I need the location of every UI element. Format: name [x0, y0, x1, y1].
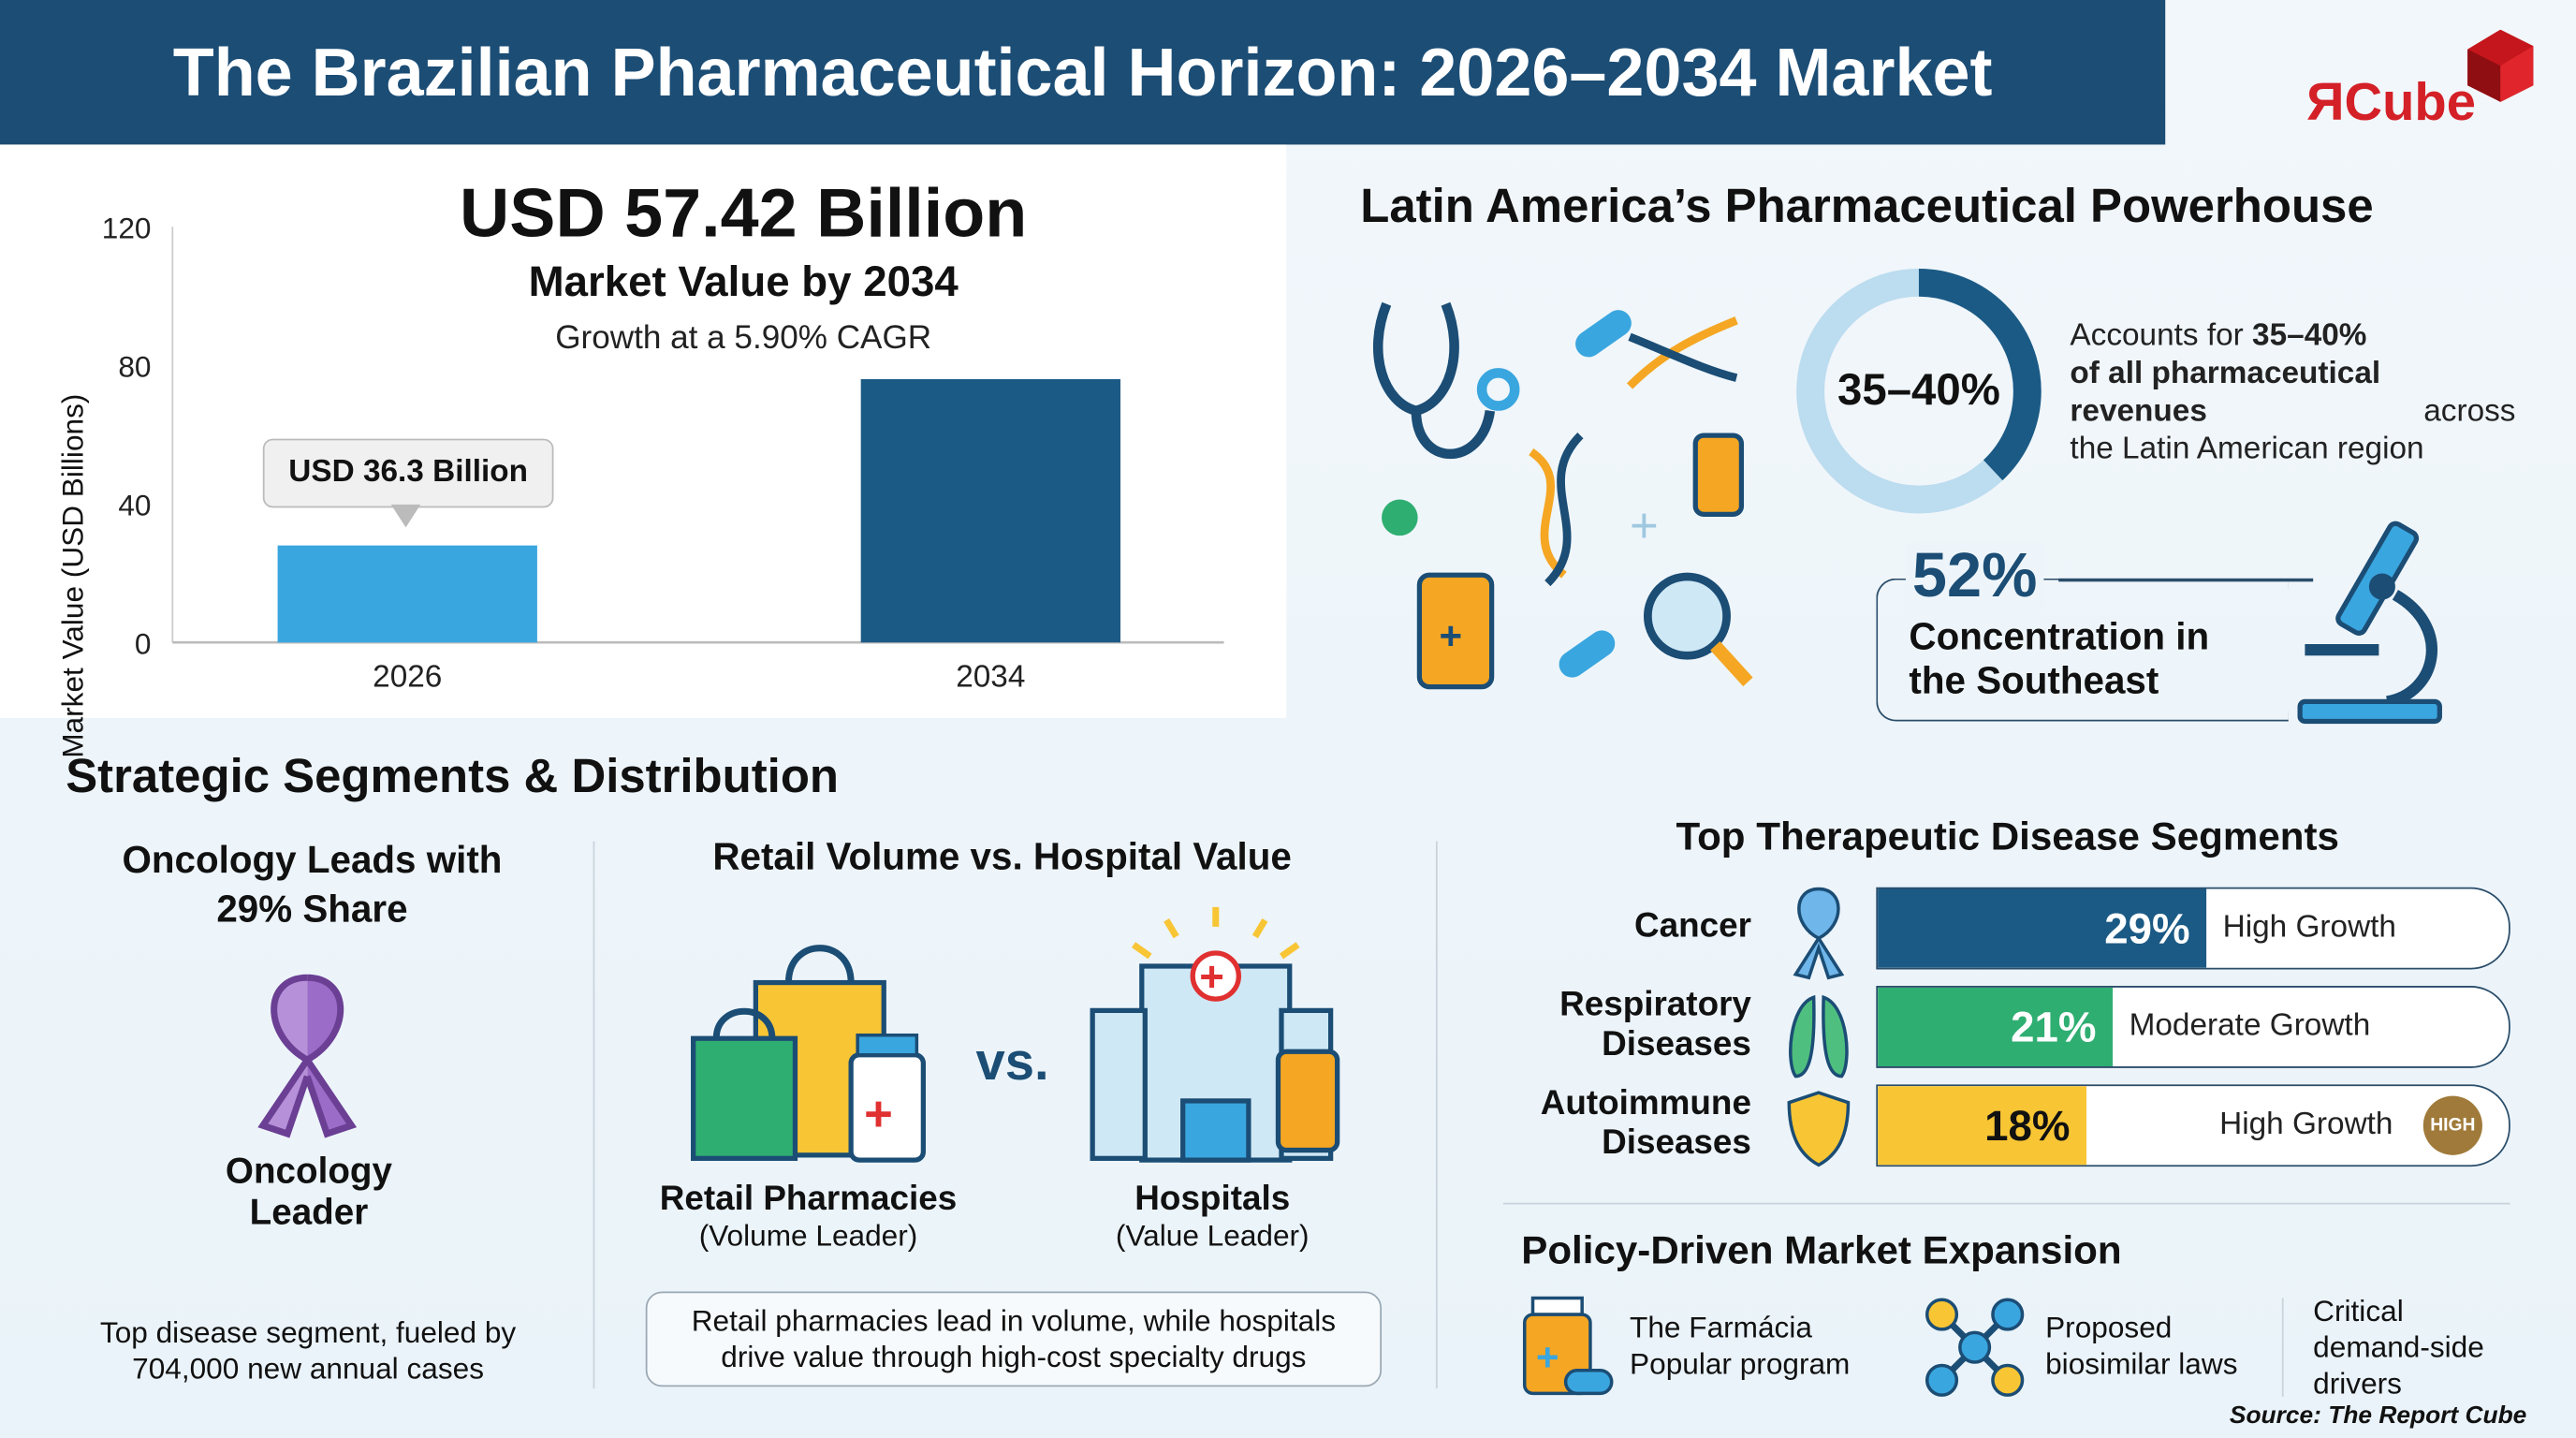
magnifier-icon — [1643, 572, 1731, 660]
segment-pct: 29% — [2104, 903, 2190, 953]
callout-pointer — [390, 504, 421, 528]
molecule-icon — [1925, 1298, 2025, 1397]
retail-note-box: Retail pharmacies lead in volume, while … — [645, 1291, 1383, 1387]
segment-growth: Moderate Growth — [2129, 1008, 2371, 1044]
svg-text:+: + — [1536, 1335, 1559, 1379]
medical-icons-cluster: + + — [1372, 301, 1753, 690]
y-tick-label: 0 — [135, 627, 152, 661]
lungs-icon — [1789, 994, 1849, 1078]
retail-title: Retail Volume vs. Hospital Value — [712, 834, 1292, 878]
y-tick-label: 80 — [118, 350, 151, 384]
powerhouse-text: Accounts for 35–40% of all pharmaceutica… — [2070, 318, 2516, 467]
svg-text:+: + — [1439, 613, 1462, 657]
hospital-caption: Hospitals (Value Leader) — [1115, 1180, 1310, 1253]
segment-fill — [1878, 987, 2114, 1067]
y-axis-label: Market Value (USD Billions) — [56, 393, 90, 758]
segment-bar: 21% Moderate Growth — [1876, 986, 2510, 1068]
section-divider — [1502, 1202, 2510, 1205]
x-tick-label: 2026 — [373, 660, 442, 695]
logo: ЯCube — [2300, 29, 2546, 137]
bar-chart: 0 40 80 120 2026 2034 — [102, 211, 1224, 695]
segment-pct: 21% — [2011, 1002, 2097, 1052]
pill-bottle-icon: + — [1522, 1296, 1614, 1396]
oncology-leader-label: Oncology Leader — [225, 1150, 392, 1233]
southeast-text: Concentration in the Southeast — [1909, 614, 2210, 702]
chart-headline: USD 57.42 Billion — [460, 174, 1028, 252]
oncology-desc: Top disease segment, fueled by 704,000 ne… — [99, 1315, 517, 1386]
hospital-icon: + — [1090, 906, 1340, 1163]
segment-bar: 18% High Growth HIGH — [1876, 1084, 2510, 1167]
bar-callout: USD 36.3 Billion — [262, 438, 554, 508]
segment-label: Cancer — [1633, 906, 1751, 946]
segments-title: Strategic Segments & Distribution — [66, 751, 840, 804]
segment-growth: High Growth — [2219, 1107, 2393, 1142]
vs-label: vs. — [975, 1032, 1049, 1092]
chart-note: Growth at a 5.90% CAGR — [555, 320, 932, 357]
policy-divider — [2281, 1298, 2284, 1397]
chart-subheadline: Market Value by 2034 — [528, 256, 959, 306]
policy-item-drivers: Critical demand-side drivers — [2313, 1295, 2484, 1401]
retail-caption: Retail Pharmacies (Volume Leader) — [659, 1180, 958, 1253]
column-divider — [593, 841, 595, 1389]
share-donut — [1796, 268, 2042, 514]
segment-label: Autoimmune Diseases — [1540, 1084, 1751, 1162]
donut-label: 35–40% — [1837, 364, 2000, 415]
southeast-line — [2058, 578, 2314, 581]
segment-fill — [1878, 1086, 2086, 1166]
svg-text:+: + — [1630, 498, 1659, 553]
source-credit: Source: The Report Cube — [2229, 1401, 2527, 1430]
microscope-icon — [2297, 521, 2442, 725]
segment-label: Respiratory Diseases — [1559, 986, 1751, 1064]
segment-fill — [1878, 888, 2207, 968]
cube-icon — [2467, 29, 2534, 102]
policy-title: Policy-Driven Market Expansion — [1521, 1228, 2122, 1274]
therapeutic-title: Top Therapeutic Disease Segments — [1676, 814, 2339, 859]
cancer-ribbon-icon — [1793, 887, 1845, 980]
y-tick-label: 120 — [102, 211, 152, 244]
y-tick-label: 40 — [118, 489, 151, 522]
vial-icon — [1692, 433, 1745, 517]
high-badge: HIGH — [2422, 1095, 2482, 1155]
policy-item-biosimilar: Proposed biosimilar laws — [2045, 1311, 2238, 1381]
pill-icon — [1382, 499, 1418, 536]
page-title: The Brazilian Pharmaceutical Horizon: 20… — [172, 33, 1993, 110]
pill-bottle-icon — [1416, 572, 1495, 690]
market-chart-panel: 0 40 80 120 2026 2034 USD 57.42 Billion Marke… — [0, 144, 1287, 758]
purple-ribbon-icon — [257, 974, 358, 1138]
stethoscope-icon — [1372, 301, 1520, 460]
svg-text:+: + — [1199, 952, 1224, 1000]
bar-2034 — [860, 379, 1120, 643]
bar-2026 — [277, 545, 537, 643]
segment-growth: High Growth — [2222, 910, 2397, 946]
header-banner: The Brazilian Pharmaceutical Horizon: 20… — [0, 0, 2166, 145]
policy-item-farmacia: The Farmácia Popular program — [1630, 1311, 1851, 1381]
svg-text:+: + — [864, 1087, 893, 1142]
oncology-title: Oncology Leads with 29% Share — [122, 838, 503, 931]
shield-icon — [1787, 1091, 1851, 1167]
column-divider — [1435, 841, 1438, 1389]
capsule-icon — [1575, 310, 1632, 358]
x-tick-label: 2034 — [956, 660, 1025, 695]
segment-pct: 18% — [1984, 1100, 2071, 1151]
capsule-icon — [1559, 630, 1616, 678]
segment-bar: 29% High Growth — [1876, 887, 2510, 970]
southeast-pct: 52% — [1905, 542, 2044, 613]
therapeutic-icons — [1787, 887, 1851, 1167]
shopping-bags-icon: + — [691, 945, 926, 1163]
powerhouse-title: Latin America’s Pharmaceutical Powerhous… — [1360, 181, 2374, 234]
dna-icon — [1529, 316, 1738, 587]
